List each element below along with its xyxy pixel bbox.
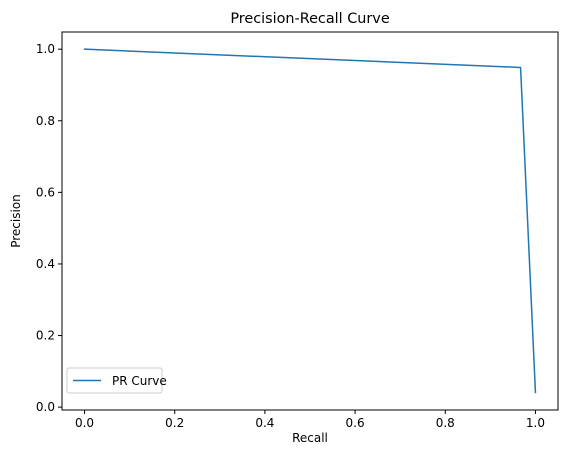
- x-tick-label: 0.4: [255, 416, 274, 430]
- y-tick-label: 0.8: [36, 114, 55, 128]
- chart-title: Precision-Recall Curve: [230, 11, 390, 27]
- plot-frame: [61, 31, 559, 411]
- legend-box: [66, 367, 163, 394]
- y-tick-label: 0.0: [36, 400, 55, 414]
- x-tick-label: 0.6: [346, 416, 365, 430]
- x-tick-label: 1.0: [526, 416, 545, 430]
- legend-label-pr-curve: PR Curve: [112, 374, 167, 388]
- series-line-pr-curve: [83, 48, 537, 394]
- y-tick-label: 0.6: [36, 185, 55, 199]
- y-axis-label: Precision: [9, 194, 23, 248]
- y-tick-label: 0.4: [36, 257, 55, 271]
- x-tick-label: 0.2: [165, 416, 184, 430]
- x-tick-label: 0.0: [75, 416, 94, 430]
- x-tick-label: 0.8: [436, 416, 455, 430]
- y-axis-ticks: 0.0 0.2 0.4 0.6 0.8 1.0: [36, 42, 62, 414]
- x-axis-label: Recall: [292, 431, 328, 445]
- y-tick-label: 1.0: [36, 42, 55, 56]
- plot-area: [62, 32, 558, 410]
- legend: PR Curve: [66, 367, 167, 394]
- y-tick-label: 0.2: [36, 329, 55, 343]
- series-group: [83, 48, 537, 394]
- x-axis-ticks: 0.0 0.2 0.4 0.6 0.8 1.0: [75, 410, 545, 430]
